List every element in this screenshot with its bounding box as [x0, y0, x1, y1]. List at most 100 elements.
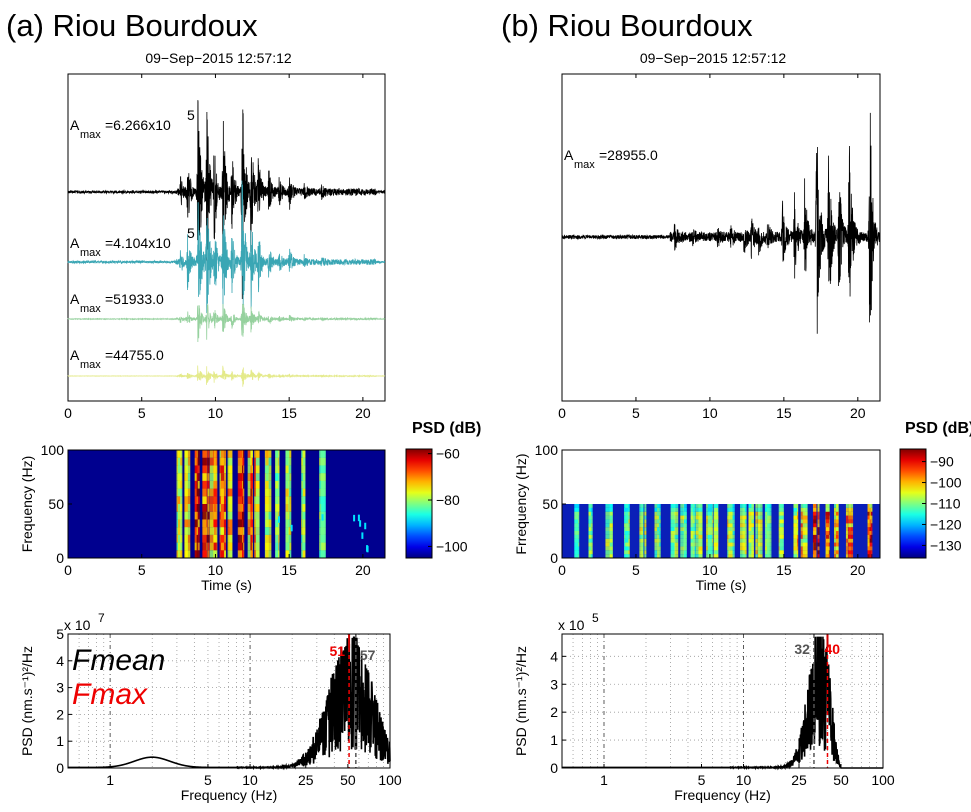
spectrogram-cell: [758, 531, 763, 535]
spectrogram-cell: [836, 546, 839, 551]
legend-fmean: Fmean: [72, 644, 165, 677]
spectrogram-cell: [867, 519, 870, 524]
spectrogram-cell: [255, 450, 260, 458]
y-multiplier-exponent: 7: [98, 611, 105, 625]
spectrogram-cell: [658, 507, 661, 512]
spectrogram-cell: [237, 496, 242, 504]
spectrogram-cell: [670, 534, 675, 539]
spectrogram-cell: [285, 480, 289, 489]
spectrogram-cell: [848, 546, 854, 551]
x-tick-label: 0: [64, 405, 72, 421]
spectrogram-cell: [250, 473, 253, 481]
spectrogram-cell: [644, 527, 647, 531]
spectrogram-cell: [177, 542, 182, 551]
spectrogram-cell: [674, 534, 679, 539]
spectrogram-cell: [680, 504, 685, 508]
spectrogram-background: [68, 450, 385, 558]
spectrogram-cell: [845, 511, 848, 516]
spectrogram-cell: [755, 511, 758, 516]
y-tick-label: 100: [535, 442, 559, 458]
spectrogram-cell: [683, 534, 687, 539]
spectrogram-cell: [793, 538, 797, 543]
spectrogram-cell: [802, 542, 808, 547]
spectrogram-cell: [683, 554, 687, 558]
spectrogram-cell: [728, 523, 733, 528]
spectrogram-cell: [277, 516, 280, 523]
y-multiplier: x 10: [558, 617, 585, 633]
spectrogram-cell: [813, 504, 817, 508]
spectrogram-cell: [658, 554, 661, 558]
spectrogram-cell: [227, 527, 233, 535]
spectrogram-cell: [670, 523, 675, 528]
spectrogram-cell: [779, 527, 784, 531]
spectrogram-cell: [728, 546, 733, 551]
spectrogram-cell: [657, 523, 660, 528]
waveform-trace: [67, 303, 386, 343]
spectrogram-cell: [588, 534, 591, 539]
spectrogram-cell: [845, 515, 848, 520]
spectrogram-cell: [670, 531, 675, 535]
spectrogram-cell: [696, 531, 701, 535]
spectrogram-cell: [813, 531, 817, 535]
spectrogram-cell: [644, 550, 647, 555]
spectrogram-cell: [302, 465, 306, 474]
spectrogram-cell: [220, 511, 225, 520]
spectrogram-cell: [194, 473, 197, 481]
spectrogram-cell: [848, 515, 854, 520]
x-tick-label: 15: [776, 562, 792, 578]
spectrogram-cell: [670, 538, 675, 543]
spectrogram-cell: [357, 514, 360, 522]
spectrogram-cell: [194, 496, 197, 504]
spectrogram-cell: [680, 515, 685, 520]
spectrogram-cell: [609, 515, 613, 520]
spectrogram-cell: [748, 546, 754, 551]
spectrogram-cell: [813, 519, 817, 524]
spectrogram-cell: [848, 523, 854, 528]
spectrogram-cell: [698, 550, 703, 555]
spectrogram-cell: [194, 504, 197, 512]
spectrogram-cell: [758, 554, 763, 558]
colorbar-tick-label: −110: [930, 496, 961, 512]
spectrogram-cell: [220, 457, 225, 466]
spectrogram-cell: [748, 550, 754, 555]
spectrogram-cell: [301, 480, 304, 489]
spectrogram-cell: [802, 550, 808, 555]
spectrogram-cell: [802, 534, 808, 539]
amp-value: =4.104x10: [105, 235, 171, 251]
spectrogram-cell: [265, 527, 269, 535]
spectrogram-cell: [202, 550, 207, 558]
spectrogram-cell: [690, 534, 693, 539]
spectrogram-cell: [714, 507, 718, 512]
spectrogram-cell: [644, 515, 647, 520]
spectrogram-cell: [793, 546, 797, 551]
spectrogram-cell: [227, 519, 233, 528]
spectrogram-cell: [714, 523, 718, 528]
spectrogram-cell: [574, 538, 579, 543]
panel-subtitle: 09−Sep−2015 12:57:12: [145, 50, 292, 66]
spectrogram-cell: [793, 515, 797, 520]
spectrogram-cell: [227, 542, 233, 551]
x-tick-label: 5: [632, 405, 640, 421]
amp-value: =44755.0: [105, 347, 164, 363]
spectrogram-cell: [185, 550, 191, 558]
spectrogram-cell: [848, 550, 854, 555]
spectrogram-cell: [247, 488, 251, 497]
spectrogram-cell: [209, 465, 215, 474]
spectrogram-cell: [227, 504, 233, 512]
x-tick-label: 10: [702, 405, 718, 421]
spectrogram-panel: 0 5 10 15 20 0 50 100 Time (s) Frequency (Hz) −60 −…: [19, 420, 481, 593]
spectrogram-cell: [202, 496, 207, 504]
spectrogram-cell: [674, 538, 679, 543]
spectrogram-cell: [574, 504, 579, 508]
spectrogram-cell: [202, 465, 207, 474]
spectrogram-cell: [285, 465, 289, 474]
spectrogram-cell: [836, 550, 839, 555]
spectrogram-cell: [247, 511, 251, 520]
spectrogram-cell: [194, 519, 197, 528]
y-tick-label: 3: [550, 676, 558, 692]
spectrogram-cell: [744, 531, 747, 535]
spectrogram-cell: [265, 450, 269, 458]
spectrogram-cell: [696, 515, 701, 520]
spectrogram-cell: [793, 523, 797, 528]
